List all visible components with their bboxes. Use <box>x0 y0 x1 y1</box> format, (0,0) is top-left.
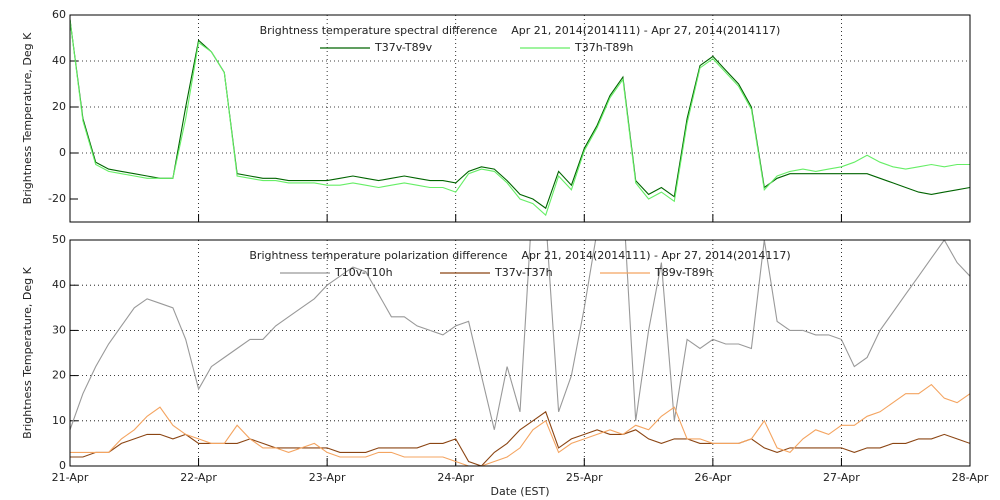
x-tick-label: 25-Apr <box>566 471 603 484</box>
y-axis-label: Brightness Temperature, Deg K <box>21 266 34 438</box>
data-line <box>70 240 970 430</box>
x-tick-label: 22-Apr <box>180 471 217 484</box>
plot-area <box>70 240 970 466</box>
data-line <box>70 383 970 466</box>
legend-label: T37h-T89h <box>574 41 633 54</box>
plot-frame <box>69 14 971 223</box>
x-tick-label: 23-Apr <box>309 471 346 484</box>
chart-title: Brightness temperature polarization diff… <box>249 249 790 262</box>
y-tick-label: 30 <box>52 323 66 336</box>
y-tick-label: 40 <box>52 278 66 291</box>
y-tick-label: 0 <box>59 146 66 159</box>
x-tick-label: 26-Apr <box>694 471 731 484</box>
legend-label: T10v-T10h <box>334 266 393 279</box>
y-tick-label: -20 <box>48 192 66 205</box>
x-tick-label: 27-Apr <box>823 471 860 484</box>
x-tick-label: 21-Apr <box>52 471 89 484</box>
data-line <box>70 19 970 217</box>
x-axis-label: Date (EST) <box>490 485 549 498</box>
legend-label: T37v-T89v <box>374 41 433 54</box>
y-tick-label: 40 <box>52 54 66 67</box>
plot-area <box>70 19 970 217</box>
y-tick-label: 20 <box>52 100 66 113</box>
y-tick-label: 0 <box>59 459 66 472</box>
chart-title: Brightness temperature spectral differen… <box>260 24 781 37</box>
plot-frame <box>69 239 971 467</box>
data-line <box>70 410 970 466</box>
legend-label: T37v-T37h <box>494 266 553 279</box>
legend-label: T89v-T89h <box>654 266 713 279</box>
y-axis-label: Brightness Temperature, Deg K <box>21 32 34 204</box>
x-tick-label: 28-Apr <box>952 471 989 484</box>
y-tick-label: 10 <box>52 414 66 427</box>
y-tick-label: 20 <box>52 369 66 382</box>
y-tick-label: 60 <box>52 8 66 21</box>
x-tick-label: 24-Apr <box>437 471 474 484</box>
y-tick-label: 50 <box>52 233 66 246</box>
